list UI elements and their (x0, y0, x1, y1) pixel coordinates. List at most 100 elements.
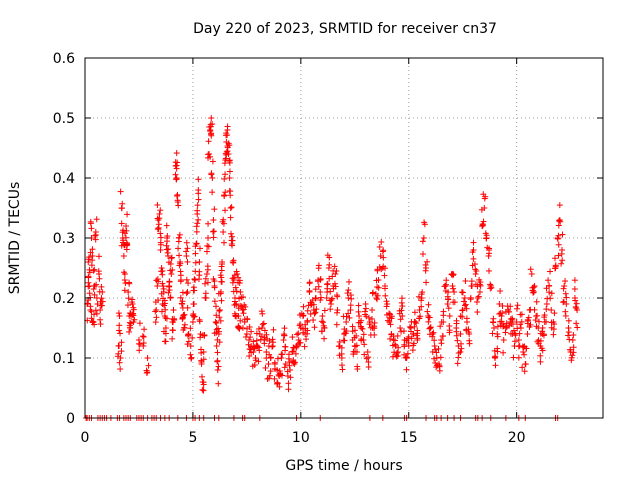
data-point (85, 273, 92, 280)
data-point (227, 205, 234, 211)
data-point (255, 325, 262, 332)
data-point (271, 375, 278, 382)
data-point (208, 132, 215, 139)
data-point (317, 289, 324, 295)
data-point (527, 266, 534, 273)
data-point (420, 235, 427, 241)
data-point (465, 326, 472, 333)
data-point (166, 287, 173, 294)
data-point (122, 234, 129, 241)
data-point (559, 257, 566, 264)
data-point (560, 299, 567, 306)
data-point (499, 310, 506, 317)
data-point (241, 301, 248, 308)
data-point (490, 319, 497, 326)
data-point (346, 314, 353, 321)
data-point (387, 321, 394, 328)
data-point (537, 358, 544, 365)
data-point (97, 316, 104, 323)
data-point (87, 220, 94, 227)
data-point (378, 239, 385, 246)
data-point (285, 351, 292, 358)
data-point (327, 288, 334, 295)
data-point (403, 354, 410, 361)
data-point (375, 277, 382, 283)
data-point (239, 307, 246, 313)
data-point (470, 255, 477, 262)
x-axis-label: GPS time / hours (285, 458, 402, 474)
data-point (333, 292, 340, 299)
data-point (164, 249, 171, 256)
data-point (87, 303, 94, 310)
data-point (123, 246, 130, 253)
data-point (475, 293, 482, 300)
data-point (438, 340, 445, 347)
data-point (116, 322, 123, 329)
data-point (398, 307, 405, 314)
data-point (221, 175, 228, 182)
data-point (264, 375, 271, 382)
data-point (317, 275, 324, 282)
data-point (185, 332, 192, 339)
data-point (216, 314, 223, 321)
data-point (494, 333, 501, 340)
data-point (203, 271, 210, 277)
data-point (441, 283, 448, 290)
data-point (417, 313, 424, 320)
data-point (118, 220, 125, 227)
data-point (210, 217, 217, 223)
data-point (454, 360, 461, 367)
data-point (258, 308, 265, 315)
data-point (425, 301, 432, 308)
data-point (93, 281, 100, 288)
data-point (221, 192, 228, 199)
data-point (281, 332, 288, 339)
data-point (233, 288, 240, 295)
data-point (181, 321, 188, 328)
data-point (207, 123, 214, 130)
data-point (345, 310, 352, 317)
data-point (552, 265, 559, 272)
data-point (209, 189, 216, 196)
data-point (136, 347, 143, 354)
data-point (513, 319, 520, 325)
data-point (285, 380, 292, 387)
data-point (88, 308, 95, 315)
data-point (405, 339, 412, 346)
data-point (88, 262, 95, 269)
data-point (374, 267, 381, 274)
data-point (86, 269, 93, 276)
data-point (551, 321, 558, 328)
data-point (126, 279, 133, 286)
data-point (293, 344, 300, 351)
data-point (211, 206, 218, 213)
data-point (116, 313, 123, 319)
data-point (250, 349, 257, 355)
data-point (297, 321, 304, 328)
data-point (194, 220, 201, 227)
x-tick-label: 15 (400, 430, 418, 446)
data-point (91, 266, 98, 273)
data-point (524, 331, 531, 337)
data-point (360, 331, 367, 338)
data-point (363, 355, 370, 362)
data-point (414, 330, 421, 337)
data-point (116, 327, 123, 334)
data-point (195, 196, 202, 203)
data-point (226, 142, 233, 149)
data-point (371, 331, 378, 338)
data-point (176, 262, 183, 269)
data-point (124, 211, 131, 218)
x-tick-label: 5 (188, 430, 197, 446)
data-point (440, 308, 447, 315)
data-point (116, 359, 123, 366)
data-point (129, 311, 136, 318)
data-point (380, 247, 387, 254)
data-point (560, 285, 567, 292)
data-point (454, 337, 461, 344)
data-point (474, 295, 481, 301)
data-point (332, 271, 339, 277)
data-point (169, 327, 176, 334)
data-point (204, 242, 211, 249)
data-point (213, 329, 220, 336)
